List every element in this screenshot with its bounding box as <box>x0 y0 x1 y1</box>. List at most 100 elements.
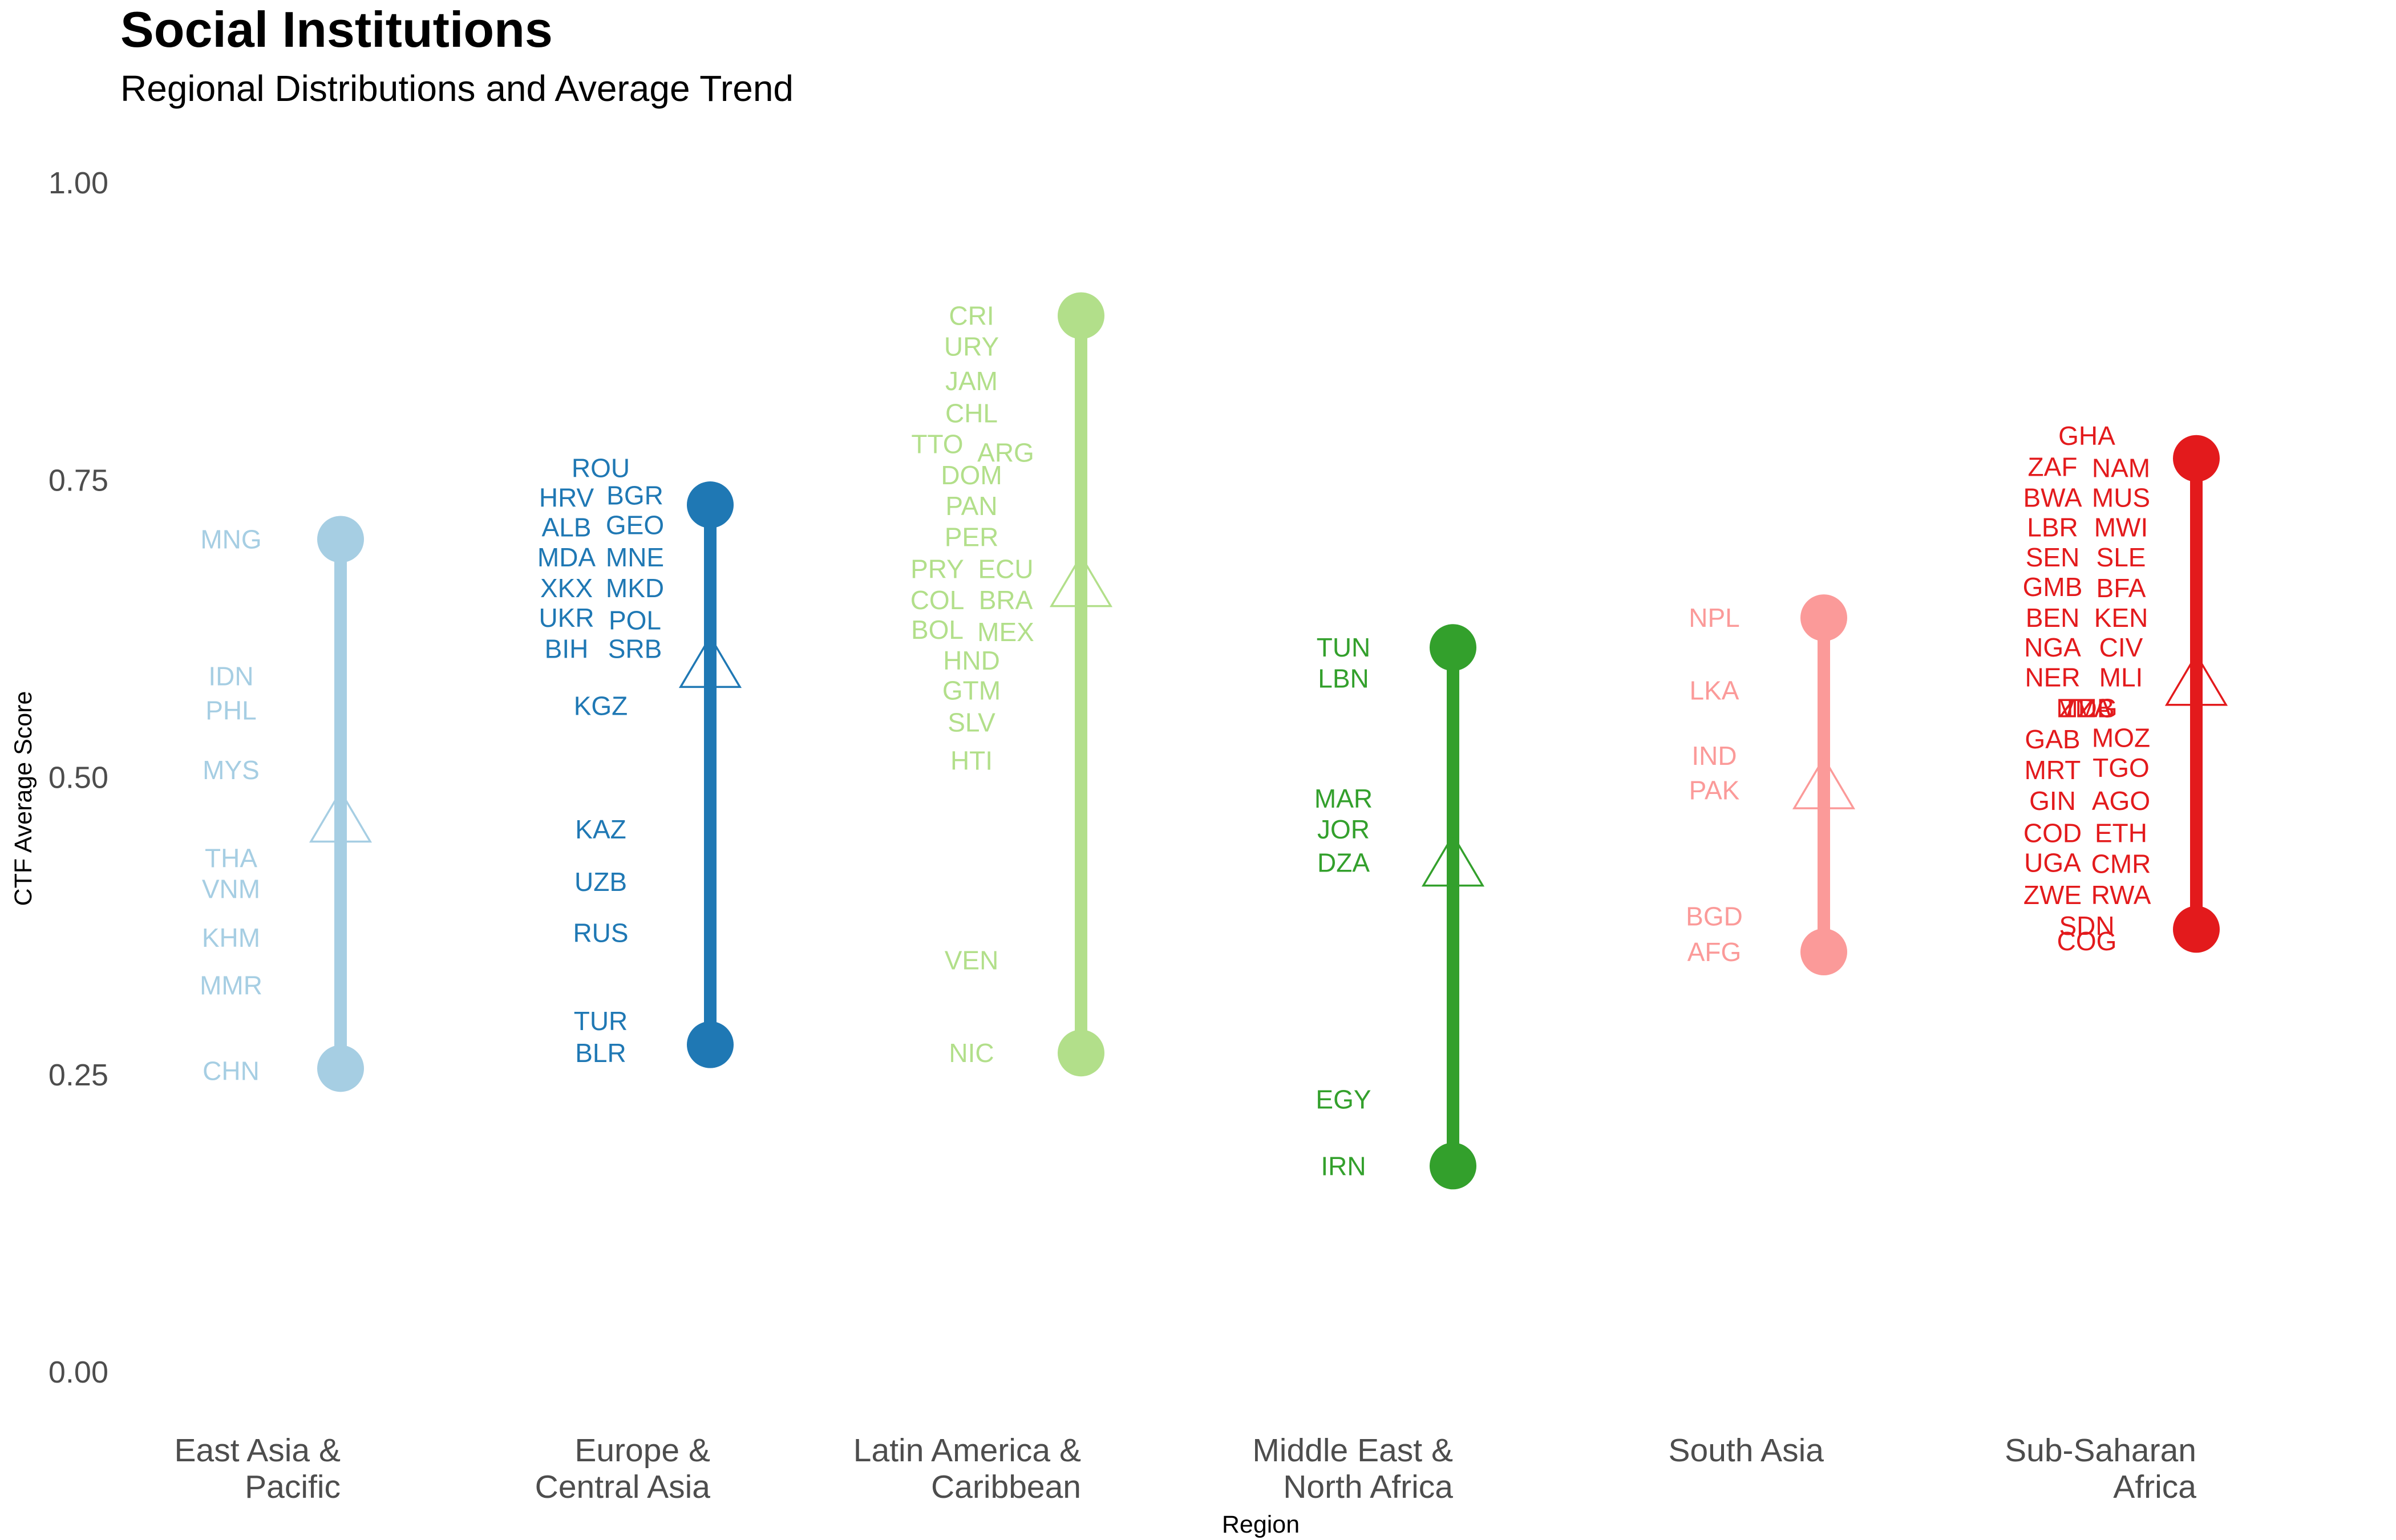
country-label-ukr: UKR <box>539 603 594 633</box>
country-label-afg: AFG <box>1687 937 1742 967</box>
country-label-mne: MNE <box>606 542 664 572</box>
country-label-cmr: CMR <box>2091 849 2151 879</box>
country-label-npl: NPL <box>1689 603 1739 633</box>
country-label-mar: MAR <box>1314 784 1373 813</box>
country-label-cod: COD <box>2023 818 2082 848</box>
country-label-ago: AGO <box>2092 786 2150 816</box>
min-point <box>1430 1142 1476 1190</box>
country-label-col: COL <box>910 585 965 615</box>
y-tick-label: 1.00 <box>48 166 108 200</box>
country-label-chn: CHN <box>203 1056 260 1085</box>
min-point <box>687 1021 734 1068</box>
mean-marker <box>309 789 373 843</box>
country-label-mmr: MMR <box>200 970 262 1000</box>
y-tick-label: 0.25 <box>48 1058 108 1092</box>
country-label-kaz: KAZ <box>575 814 626 844</box>
country-label-ner: NER <box>2025 662 2080 692</box>
country-label-mda: MDA <box>537 542 596 572</box>
country-label-srb: SRB <box>608 634 662 663</box>
country-label-chl: CHL <box>945 398 998 428</box>
country-label-hrv: HRV <box>539 483 594 513</box>
mean-marker <box>1049 554 1113 607</box>
min-point <box>1058 1030 1104 1077</box>
region-south-asia: NPL LKA IND PAK BGD AFG <box>1686 594 1856 975</box>
country-label-geo: GEO <box>606 510 664 540</box>
y-tick-label: 0.50 <box>48 761 108 795</box>
x-category-middle-east-north-africa: Middle East & North Africa <box>1252 1432 1453 1505</box>
country-label-sdn: SDN <box>2059 911 2114 941</box>
country-label-moz: MOZ <box>2092 723 2150 753</box>
country-label-bgr: BGR <box>606 480 663 510</box>
chart-title: Social Institutions <box>120 1 553 58</box>
country-label-dza: DZA <box>1317 848 1370 878</box>
max-point <box>687 481 734 529</box>
country-label-uzb: UZB <box>574 867 627 897</box>
country-label-nam: NAM <box>2092 453 2150 483</box>
country-label-eth: ETH <box>2095 818 2147 848</box>
country-label-pan: PAN <box>945 491 997 521</box>
country-label-lka: LKA <box>1690 675 1739 705</box>
country-label-gin: GIN <box>2029 786 2076 816</box>
country-label-tto: TTO <box>911 429 963 459</box>
country-label-egy: EGY <box>1316 1085 1371 1115</box>
country-label-gmb: GMB <box>2023 572 2083 602</box>
country-label-phl: PHL <box>205 696 256 726</box>
country-label-bfa: BFA <box>2096 573 2146 603</box>
country-label-ind: IND <box>1691 741 1737 771</box>
country-label-ecu: ECU <box>978 554 1033 584</box>
country-label-nic: NIC <box>949 1038 994 1068</box>
min-point <box>2173 906 2220 953</box>
mean-marker <box>1421 833 1485 887</box>
max-point <box>1430 624 1476 671</box>
country-label-ven: VEN <box>945 946 999 975</box>
country-label-mys: MYS <box>203 755 260 785</box>
country-label-mwi: MWI <box>2094 513 2148 542</box>
max-point <box>1058 292 1104 339</box>
country-label-gha: GHA <box>2058 421 2115 451</box>
country-label-uga: UGA <box>2024 848 2081 878</box>
x-category-east-asia-pacific: East Asia & Pacific <box>175 1432 341 1505</box>
min-point <box>1800 928 1847 975</box>
country-label-mus: MUS <box>2092 483 2150 513</box>
country-label-ben: BEN <box>2026 603 2080 633</box>
country-label-zaf: ZAF <box>2028 452 2078 481</box>
y-tick-label: 0.75 <box>48 463 108 497</box>
mean-marker <box>678 634 742 688</box>
country-label-alb: ALB <box>542 513 592 542</box>
country-label-per: PER <box>945 522 999 552</box>
country-label-tgo: TGO <box>2093 753 2150 783</box>
max-point <box>2173 435 2220 482</box>
max-point <box>1800 594 1847 642</box>
country-label-gab: GAB <box>2025 724 2080 754</box>
max-point <box>317 516 364 563</box>
min-point <box>317 1045 364 1092</box>
country-label-tza: TZA <box>2062 694 2112 723</box>
country-label-ury: URY <box>944 332 999 362</box>
country-label-arg: ARG <box>977 437 1034 467</box>
country-label-kgz: KGZ <box>574 691 628 720</box>
chart-subtitle: Regional Distributions and Average Trend <box>120 68 794 109</box>
country-label-pak: PAK <box>1689 775 1740 805</box>
country-label-bra: BRA <box>979 585 1033 615</box>
country-label-bwa: BWA <box>2023 483 2082 513</box>
country-label-vnm: VNM <box>202 874 260 903</box>
country-label-xkx: XKX <box>540 573 593 603</box>
country-label-zmb: ZMB <box>2059 694 2114 723</box>
country-label-bol: BOL <box>911 615 964 645</box>
x-axis-title: Region <box>1222 1511 1300 1538</box>
country-label-sen: SEN <box>2026 542 2080 572</box>
country-label-lbr: LBR <box>2027 513 2078 542</box>
country-label-jam: JAM <box>945 366 998 396</box>
country-label-irn: IRN <box>1321 1151 1366 1181</box>
country-label-mex: MEX <box>977 617 1034 647</box>
country-label-hnd: HND <box>943 646 1000 675</box>
country-label-slv: SLV <box>948 708 995 737</box>
y-tick-label: 0.00 <box>48 1355 108 1389</box>
y-axis-title: CTF Average Score <box>10 691 37 906</box>
country-label-hti: HTI <box>950 745 993 775</box>
